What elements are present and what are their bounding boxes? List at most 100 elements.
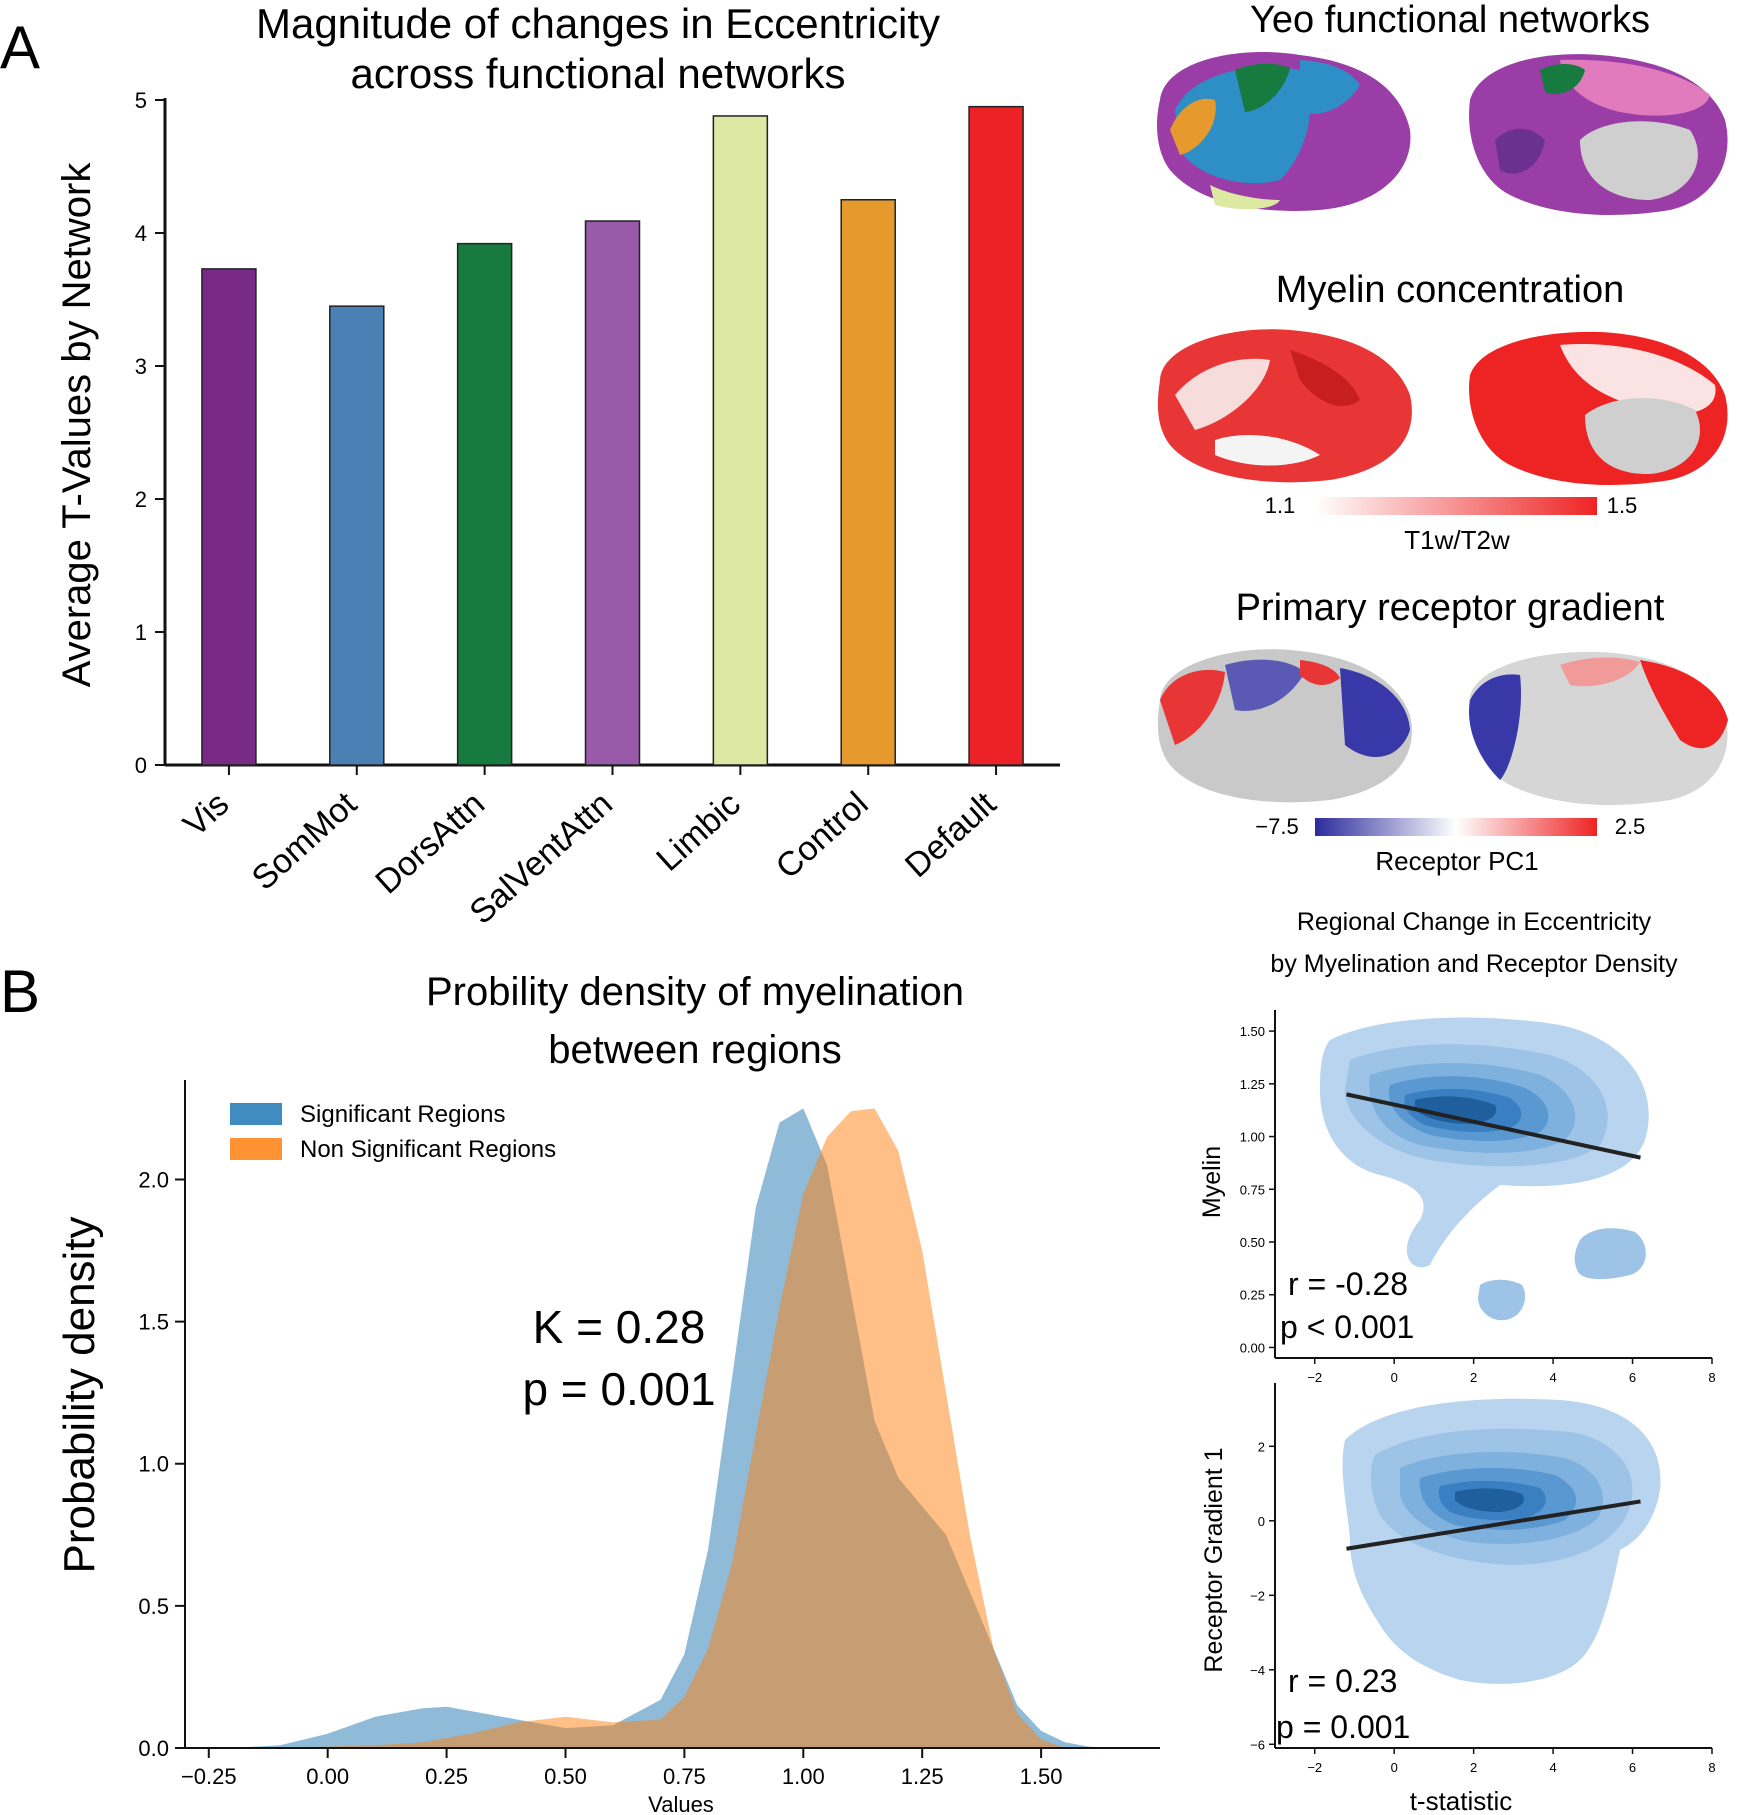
bar-x-tick-label: SomMot [245,784,365,897]
bar-x-tick-label: DorsAttn [368,785,492,902]
kde-myelin-y-tick-label: 1.25 [1240,1077,1265,1092]
density-x-label: Values [648,1792,714,1815]
kde-receptor-y-tick-label: −2 [1250,1588,1265,1603]
bar-y-tick-label: 0 [135,753,147,778]
panel-label-a: A [0,14,40,81]
receptor-colorbar-min: −7.5 [1255,814,1298,839]
kde-receptor-x-tick-label: 2 [1470,1760,1477,1775]
bar-x-tick-label: Control [769,785,876,887]
kde-myelin-y-tick-label: 0.25 [1240,1288,1265,1303]
bar-chart-y-label: Average T-Values by Network [55,162,99,688]
kde-receptor-x-tick-label: 0 [1391,1760,1398,1775]
kde-myelin-annotation-p: p < 0.001 [1280,1309,1414,1345]
myelin-colorbar-label: T1w/T2w [1404,525,1510,555]
density-x-tick-label: 0.75 [663,1764,706,1789]
kde-receptor-x-label: t-statistic [1410,1786,1513,1815]
kde-suptitle-line1: Regional Change in Eccentricity [1297,908,1652,936]
bar-dorsattn [456,242,513,766]
bar-salventattn [584,220,641,766]
kde-receptor-y-tick-label: −6 [1250,1737,1265,1752]
bar-y-tick-label: 5 [135,88,147,113]
myelin-medial-brain [1469,331,1728,485]
density-x-tick-label: 1.00 [782,1764,825,1789]
bar-y-tick-label: 2 [135,487,147,512]
density-y-label: Probability density [55,1216,104,1573]
kde-myelin-chart: −2 0 2 4 6 8 0.00 0.25 0.50 0.75 1.00 1.25 1.50 Myel… [1198,1010,1716,1385]
bar-y-tick-label: 4 [135,221,147,246]
bar-control [840,199,896,766]
kde-myelin-y-label: Myelin [1198,1146,1226,1218]
kde-myelin-y-tick-label: 1.00 [1240,1130,1265,1145]
kde-receptor-x-tick-label: 6 [1629,1760,1636,1775]
myelin-title: Myelin concentration [1276,269,1625,311]
kde-suptitle-line2: by Myelination and Receptor Density [1270,950,1678,978]
bar-x-tick-label: Default [898,784,1004,885]
receptor-lateral-brain [1157,649,1412,803]
kde-myelin-y-tick-label: 1.50 [1240,1024,1265,1039]
receptor-medial-brain [1469,651,1728,805]
density-x-tick-label: 0.50 [544,1764,587,1789]
density-x-tick-label: 0.25 [425,1764,468,1789]
kde-myelin-axes [1274,1010,1712,1359]
kde-myelin-x-tick-label: 8 [1708,1370,1715,1385]
receptor-colorbar [1315,818,1597,836]
kde-myelin-y-tick-label: 0.75 [1240,1182,1265,1197]
myelin-colorbar-min: 1.1 [1265,493,1296,518]
density-x-tick-label: 1.50 [1020,1764,1063,1789]
kde-receptor-x-tick-label: 8 [1708,1760,1715,1775]
legend-label-non-significant: Non Significant Regions [300,1136,556,1163]
kde-receptor-annotation-p: p = 0.001 [1276,1709,1410,1745]
kde-receptor-regression-line [1346,1499,1641,1551]
density-y-tick-label: 1.0 [138,1452,169,1477]
myelin-colorbar [1315,497,1597,515]
density-y-tick-label: 0.5 [138,1594,169,1619]
kde-receptor-annotation-r: r = 0.23 [1288,1663,1397,1699]
bar-y-tick-label: 3 [135,354,147,379]
bar-vis [201,268,257,766]
kde-myelin-annotation-r: r = -0.28 [1288,1266,1408,1302]
legend-label-significant: Significant Regions [300,1101,505,1128]
kde-myelin-y-tick-label: 0.00 [1240,1340,1265,1355]
kde-receptor-y-tick-label: −4 [1250,1663,1265,1678]
yeo-lateral-brain [1157,52,1411,211]
legend-swatch-significant [230,1103,282,1125]
kde-myelin-ticks: −2 0 2 4 6 8 0.00 0.25 0.50 0.75 1.00 1.25 1.50 [1240,1024,1716,1385]
density-y-tick-label: 1.5 [138,1310,169,1335]
bar-y-tick-label: 1 [135,620,147,645]
density-title-line2: between regions [548,1028,842,1072]
receptor-gradient-panel: Primary receptor gradient −7.5 2.5 Recep… [1157,587,1728,876]
legend-swatch-non-significant [230,1138,282,1160]
kde-myelin-x-tick-label: 6 [1629,1370,1636,1385]
kde-receptor-y-label: Receptor Gradient 1 [1200,1447,1228,1672]
kde-receptor-axes [1274,1383,1712,1749]
bar-chart-bars [201,105,1024,766]
bar-chart-title-line1: Magnitude of changes in Eccentricity [256,0,940,47]
density-x-tick-label: 0.00 [306,1764,349,1789]
myelin-panel: Myelin concentration 1.1 1.5 T1w/T2w [1157,269,1728,555]
bar-default [968,105,1024,766]
density-x-tick-label: −0.25 [181,1764,237,1789]
density-title-line1: Probility density of myelination [426,970,964,1014]
kde-receptor-y-tick-label: 0 [1258,1514,1265,1529]
density-area-non-significant [280,1108,1065,1748]
kde-receptor-ticks: −2 0 2 4 6 8 −6 −4 −2 0 2 [1250,1439,1715,1775]
density-x-tick-label: 1.25 [901,1764,944,1789]
myelin-lateral-brain [1157,329,1412,483]
kde-myelin-regression-line [1346,1092,1641,1160]
density-axes [184,1080,1160,1749]
receptor-title: Primary receptor gradient [1236,587,1665,629]
kde-myelin-x-tick-label: 4 [1549,1370,1556,1385]
yeo-title: Yeo functional networks [1250,0,1650,41]
density-annotation-p: p = 0.001 [522,1363,715,1415]
density-legend: Significant Regions Non Significant Regi… [230,1101,556,1163]
kde-myelin-x-tick-label: −2 [1307,1370,1322,1385]
kde-myelin-x-tick-label: 0 [1391,1370,1398,1385]
bar-x-tick-label: Limbic [649,785,747,879]
density-annotation-k: K = 0.28 [533,1301,706,1353]
density-ticks: −0.25 0.00 0.25 0.50 0.75 1.00 1.25 1.50 0.0 0.5 1… [138,1167,1062,1789]
kde-receptor-x-tick-label: −2 [1307,1760,1322,1775]
myelin-colorbar-max: 1.5 [1607,493,1638,518]
bar-sommot [329,305,385,766]
bar-chart: Magnitude of changes in Eccentricity acr… [55,0,1060,932]
